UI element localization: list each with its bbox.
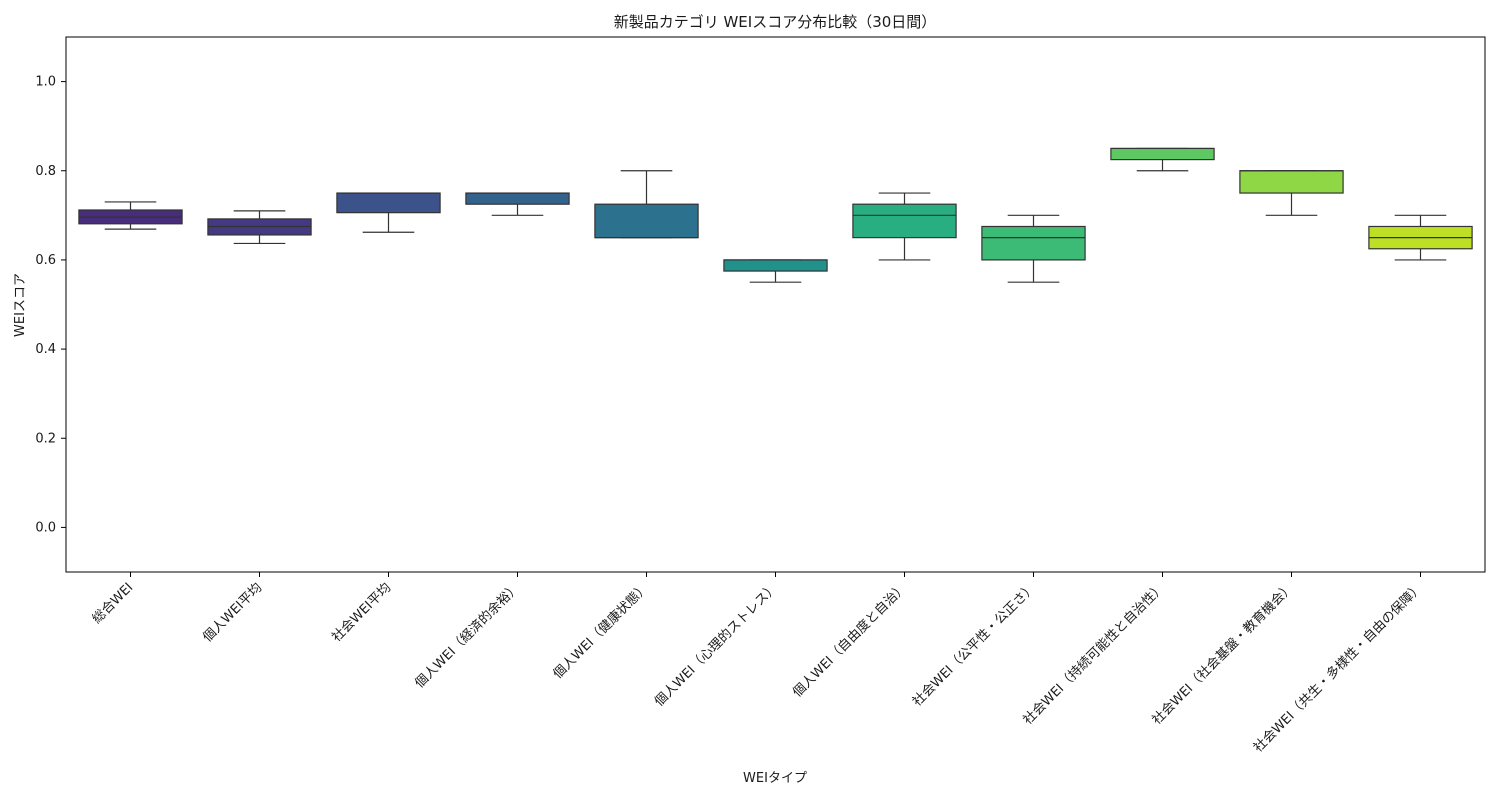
box-iqr bbox=[465, 192, 570, 205]
box-iqr bbox=[1110, 147, 1215, 161]
box-item bbox=[594, 170, 699, 239]
y-axis-title: WEIスコア bbox=[13, 273, 28, 337]
box-item bbox=[465, 192, 570, 216]
y-tick-label: 0.4 bbox=[35, 342, 56, 357]
x-tick-label: 個人WEI（経済的余裕） bbox=[412, 580, 524, 692]
x-axis-title: WEIタイプ bbox=[743, 771, 807, 786]
box-item bbox=[981, 214, 1086, 283]
box-iqr bbox=[594, 203, 699, 239]
x-tick-label: 個人WEI（心理的ストレス） bbox=[651, 580, 781, 710]
y-tick-label: 0.8 bbox=[35, 164, 56, 179]
box-item bbox=[852, 192, 957, 261]
box-item bbox=[1239, 170, 1344, 216]
x-tick-label: 社会WEI（持続可能性と自治性） bbox=[1020, 580, 1168, 728]
box-item bbox=[1110, 147, 1215, 172]
box-item bbox=[336, 192, 441, 233]
x-tick-label: 社会WEI平均 bbox=[329, 580, 395, 646]
chart-title: 新製品カテゴリ WEIスコア分布比較（30日間） bbox=[614, 13, 937, 31]
y-axis: 0.0 0.2 0.4 0.6 0.8 1.0 bbox=[35, 75, 66, 535]
y-tick-label: 0.0 bbox=[35, 520, 56, 535]
box-iqr bbox=[981, 225, 1086, 261]
box-iqr bbox=[723, 259, 828, 272]
box-item bbox=[723, 259, 828, 283]
plot-area-frame bbox=[65, 36, 1486, 573]
x-tick-label: 個人WEI（自由度と自治） bbox=[789, 580, 910, 701]
x-tick-label: 総合WEI bbox=[90, 580, 137, 627]
box-item bbox=[1368, 214, 1473, 261]
y-tick-label: 0.6 bbox=[35, 253, 56, 268]
box-item bbox=[78, 201, 183, 230]
y-tick-label: 0.2 bbox=[35, 431, 56, 446]
box-series bbox=[78, 147, 1473, 283]
x-tick-label: 社会WEI（社会基盤・教育機会） bbox=[1149, 580, 1297, 728]
x-tick-label: 個人WEI平均 bbox=[200, 580, 265, 645]
x-axis: 総合WEI 個人WEI平均 社会WEI平均 個人WEI（経済的余裕） 個人WEI（健康状… bbox=[90, 572, 1426, 756]
box-item bbox=[207, 210, 312, 245]
y-tick-label: 1.0 bbox=[35, 75, 56, 90]
x-tick-label: 社会WEI（公平性・公正さ） bbox=[909, 580, 1039, 710]
x-tick-label: 個人WEI（健康状態） bbox=[550, 580, 652, 682]
box-iqr bbox=[852, 203, 957, 239]
box-iqr bbox=[1239, 170, 1344, 194]
box-iqr bbox=[336, 192, 441, 214]
